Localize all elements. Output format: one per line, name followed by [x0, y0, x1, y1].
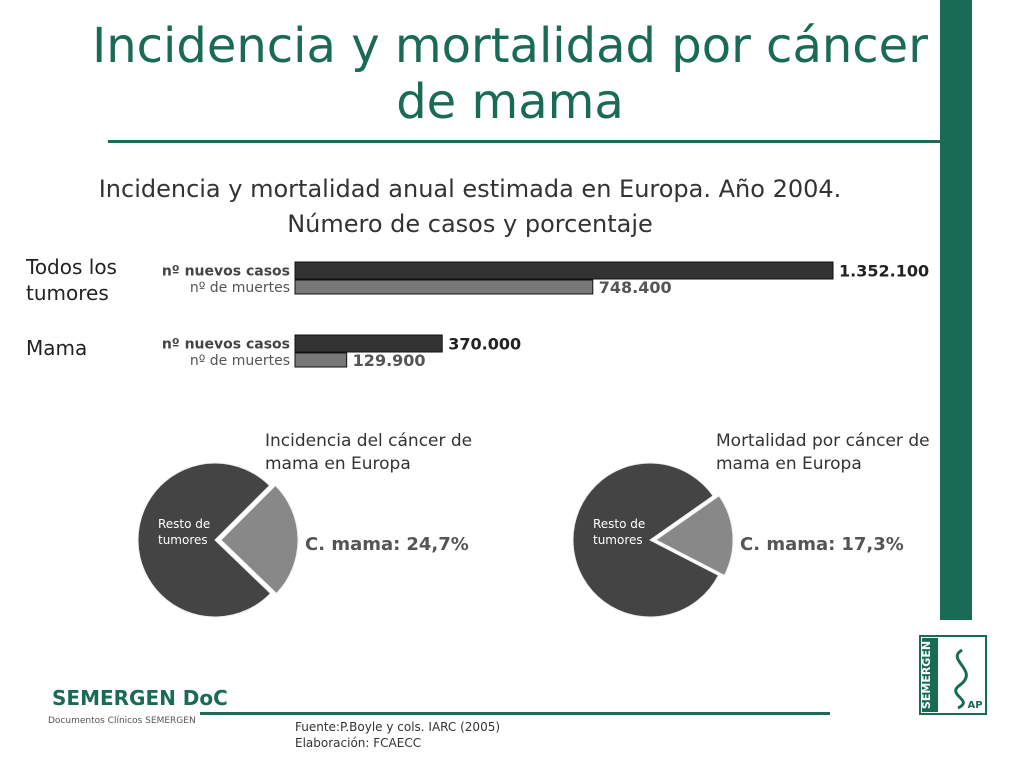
tagline: Documentos Clínicos SEMERGEN — [48, 716, 196, 726]
footer-rule — [200, 712, 830, 715]
slice-label: Resto de tumores — [158, 517, 211, 547]
series-label: nº de muertes — [190, 280, 290, 296]
category-label: Mama — [26, 336, 88, 360]
slice-label: C. mama: 17,3% — [740, 534, 904, 555]
pie-slice — [137, 462, 272, 618]
source: Fuente:P.Boyle y cols. IARC (2005) — [295, 720, 501, 734]
value-label: 24,7% — [406, 534, 469, 555]
logo-tag: AP — [967, 700, 982, 711]
value-label: 17,3% — [841, 534, 904, 555]
slice-label: Resto de tumores — [593, 517, 646, 547]
slice-label: C. mama: 24,7% — [305, 534, 469, 555]
category: C. mama: — [740, 534, 836, 555]
bar — [294, 352, 348, 368]
value-label: 129.900 — [353, 351, 426, 370]
chart-title: Incidencia y mortalidad anual estimada e… — [98, 175, 842, 203]
series-label: nº de muertes — [190, 353, 290, 369]
chart-subtitle: Número de casos y porcentaje — [287, 210, 653, 238]
value-label: 748.400 — [599, 278, 672, 297]
logo-icon — [954, 648, 968, 710]
value-label: 1.352.100 — [839, 262, 929, 281]
category: C. mama: — [305, 534, 401, 555]
side-bar — [940, 0, 972, 620]
brand: SEMERGEN DoC — [52, 686, 228, 710]
bar — [294, 279, 594, 295]
made-by: Elaboración: FCAECC — [295, 736, 422, 750]
pie-slice — [572, 462, 720, 618]
value-label: 370.000 — [448, 335, 521, 354]
category-label: Todos los tumores — [26, 255, 117, 305]
pie-slice — [655, 495, 734, 576]
pie-title: Incidencia del cáncer de mama en Europa — [265, 431, 473, 474]
series-label: nº nuevos casos — [162, 337, 290, 353]
slide-title: Incidencia y mortalidad por cáncer de ma… — [92, 18, 928, 130]
pie-slice — [220, 484, 299, 595]
pie-title: Mortalidad por cáncer de mama en Europa — [716, 431, 930, 474]
bar — [294, 334, 443, 353]
bar — [294, 261, 834, 280]
logo-strip — [922, 638, 938, 712]
logo-name: SEMERGEN — [920, 641, 933, 709]
series-label: nº nuevos casos — [162, 264, 290, 280]
title-rule — [108, 140, 972, 143]
